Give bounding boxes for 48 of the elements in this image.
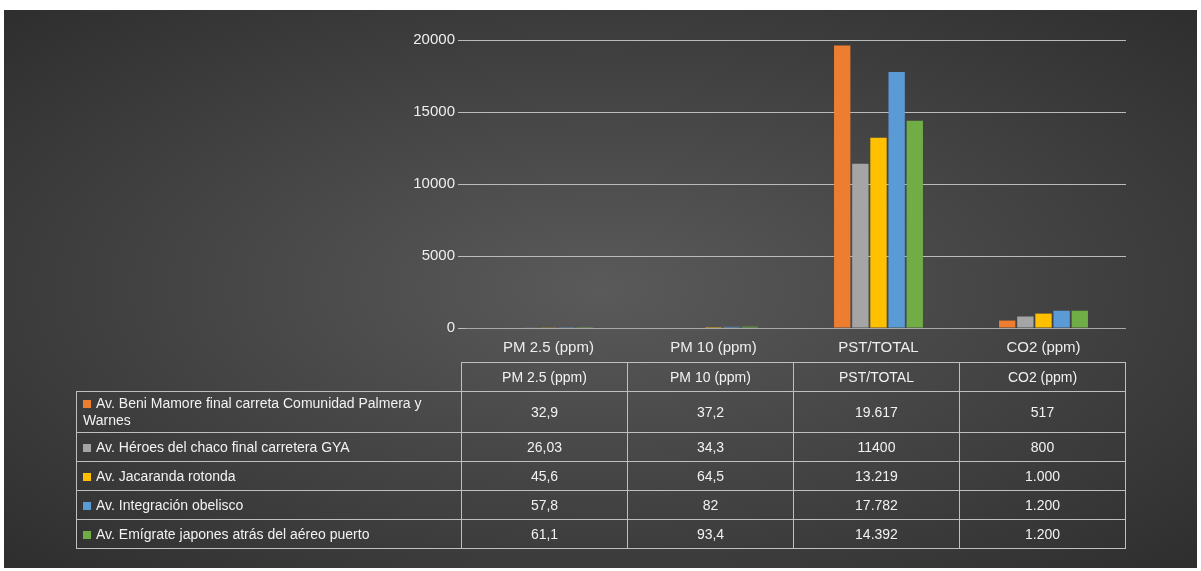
bar [1035,313,1052,328]
bar [906,120,923,328]
data-label: 17.782 [793,490,960,520]
data-label: 517 [959,391,1126,433]
bar [1017,316,1034,328]
data-label: 57,8 [461,490,628,520]
data-label: 19.617 [793,391,960,433]
bar [888,71,905,328]
data-label: 11400 [793,432,960,462]
x-tick-label: CO2 (ppm) [1006,338,1081,356]
data-label: 34,3 [627,432,794,462]
x-tick-label: PM 10 (ppm) [670,338,757,356]
data-label: 26,03 [461,432,628,462]
x-tick-label: PM 2.5 (ppm) [503,338,594,356]
bar [1071,310,1088,328]
data-label: 800 [959,432,1126,462]
bar [870,137,887,328]
data-label: 82 [627,490,794,520]
y-tick-label: 15000 [413,102,455,120]
data-label: 1.200 [959,519,1126,549]
category-label: PM 10 (ppm) [670,368,751,385]
legend-label: Av. Héroes del chaco final carretera GYA [76,432,462,462]
data-label: 64,5 [627,461,794,491]
y-tick-label: 20000 [413,30,455,48]
x-tick-label: PST/TOTAL [838,338,919,356]
data-label: 93,4 [627,519,794,549]
y-tick-label: 10000 [413,174,455,192]
bar [1053,310,1070,328]
data-label: 61,1 [461,519,628,549]
legend-label: Av. Integración obelisco [76,490,462,520]
bar [852,163,869,328]
legend-label: Av. Beni Mamore final carreta Comunidad Palmera y Warnes [76,391,462,433]
data-label: 14.392 [793,519,960,549]
category-label: CO2 (ppm) [1007,368,1078,385]
category-label: PM 2.5 (ppm) [502,368,587,385]
data-label: 32,9 [461,391,628,433]
data-label: 45,6 [461,461,628,491]
bar [999,320,1016,328]
category-label: PST/TOTAL [839,368,914,385]
data-label: 13.219 [793,461,960,491]
y-tick-label: 0 [446,318,455,336]
bar [834,45,851,328]
y-tick-label: 5000 [421,246,455,264]
data-label: 1.000 [959,461,1126,491]
legend-label: Av. Emígrate japones atrás del aéreo puerto [76,519,462,549]
data-label: 1.200 [959,490,1126,520]
data-label: 37,2 [627,391,794,433]
legend-label: Av. Jacaranda rotonda [76,461,462,491]
